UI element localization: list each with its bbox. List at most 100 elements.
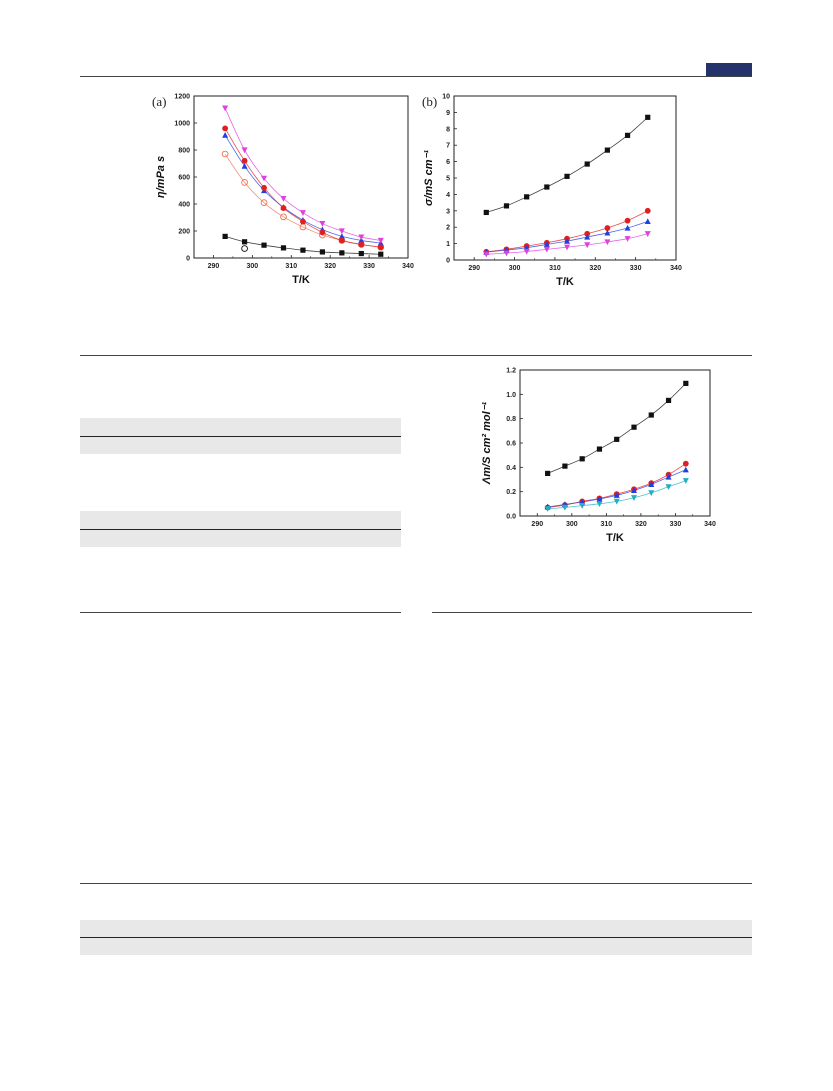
left-column-rule: [80, 612, 401, 613]
y-tick-label: 800: [178, 148, 190, 155]
figure-a-viscosity: 290 300 310 320 330 340 0 200 400 600 800 1000 1200 T…: [152, 94, 414, 287]
data-point: [261, 175, 268, 182]
data-point: [648, 481, 655, 487]
data-point: [483, 251, 490, 258]
data-point: [564, 244, 571, 251]
panel-label: (a): [152, 94, 166, 109]
data-point: [564, 173, 570, 179]
data-point: [319, 229, 326, 236]
data-point: [338, 237, 345, 244]
data-point: [665, 484, 672, 490]
table-3-row-shade: [80, 938, 752, 955]
table-1-row-shade: [80, 437, 401, 454]
data-point: [584, 233, 591, 240]
data-point: [614, 436, 620, 442]
data-point: [241, 179, 248, 186]
data-point: [241, 245, 248, 252]
y-tick-label: 1: [446, 241, 450, 248]
x-tick-label: 320: [324, 263, 336, 270]
data-point: [222, 105, 229, 112]
x-tick-label: 310: [549, 265, 561, 272]
figure-molar-conductivity: 290 300 310 320 330 340 0.0 0.2 0.4 0.6 0.8 1.0 1.2 T…: [481, 368, 716, 545]
y-tick-label: 9: [446, 110, 450, 117]
y-tick-label: 0.2: [506, 489, 516, 496]
data-point: [338, 233, 345, 239]
figure-b-conductivity: 290 300 310 320 330 340 0 1 2 3 4 5 6 7 8 9 10 T/K σ/mS cm…: [422, 94, 682, 289]
x-tick-label: 340: [402, 263, 414, 270]
x-tick-label: 290: [468, 265, 480, 272]
data-point: [241, 157, 248, 164]
right-column-rule: [432, 612, 752, 613]
data-point: [613, 498, 620, 505]
data-point: [222, 125, 229, 132]
x-tick-label: 320: [635, 521, 647, 528]
y-tick-label: 3: [446, 208, 450, 215]
data-point: [682, 460, 689, 467]
fit-curve: [224, 128, 381, 248]
fit-curve: [486, 117, 649, 213]
data-point: [222, 131, 229, 138]
data-point: [280, 196, 287, 202]
x-tick-label: 320: [589, 265, 601, 272]
y-tick-label: 400: [178, 202, 190, 209]
data-point: [665, 397, 672, 404]
y-tick-label: 0.0: [506, 514, 516, 521]
x-tick-label: 300: [247, 263, 259, 270]
data-point: [544, 184, 550, 190]
data-point: [613, 492, 620, 498]
panel-label: (b): [422, 94, 437, 109]
y-tick-label: 1.2: [506, 368, 516, 375]
data-point: [584, 230, 591, 237]
data-point: [683, 380, 689, 386]
data-point: [503, 250, 510, 257]
y-tick-label: 0: [186, 256, 190, 263]
y-tick-label: 7: [446, 143, 450, 150]
data-point: [648, 412, 654, 418]
data-point: [523, 248, 530, 255]
data-point: [377, 237, 384, 244]
data-point: [562, 463, 568, 469]
data-point: [524, 194, 530, 200]
data-point: [596, 501, 603, 508]
data-point: [624, 224, 631, 231]
table-2-header-shade: [80, 511, 401, 529]
header-badge: [706, 63, 752, 76]
data-point: [644, 231, 651, 237]
x-tick-label: 290: [531, 521, 543, 528]
data-point: [624, 217, 631, 224]
table-2-row-shade: [80, 530, 401, 547]
x-tick-label: 340: [670, 265, 682, 272]
data-point: [584, 242, 591, 249]
data-point: [644, 207, 651, 214]
series-1: [241, 245, 248, 252]
x-tick-label: 300: [566, 521, 578, 528]
y-tick-label: 0.6: [506, 441, 516, 448]
data-point: [648, 490, 655, 497]
series-3: [483, 231, 651, 258]
y-tick-label: 1200: [174, 94, 190, 101]
series-3: [544, 478, 689, 512]
data-point: [644, 218, 651, 225]
x-tick-label: 340: [704, 521, 716, 528]
y-tick-label: 0.4: [506, 465, 516, 472]
x-tick-label: 310: [285, 263, 297, 270]
x-tick-label: 330: [670, 521, 682, 528]
y-tick-label: 1000: [174, 121, 190, 128]
data-point: [624, 236, 631, 242]
data-point: [377, 244, 384, 251]
data-point: [523, 244, 530, 251]
data-point: [564, 237, 571, 244]
plot-frame: [193, 95, 409, 259]
series-0: [483, 114, 651, 216]
data-point: [543, 241, 550, 248]
data-point: [604, 229, 611, 236]
data-point: [631, 487, 637, 494]
y-axis-label: σ/mS cm⁻¹: [423, 150, 435, 206]
data-point: [682, 478, 689, 484]
data-point: [358, 250, 364, 257]
data-point: [300, 218, 306, 225]
data-point: [604, 225, 611, 231]
y-tick-label: 10: [442, 94, 450, 101]
table-3-header-rule: [80, 937, 752, 938]
data-point: [299, 210, 306, 216]
